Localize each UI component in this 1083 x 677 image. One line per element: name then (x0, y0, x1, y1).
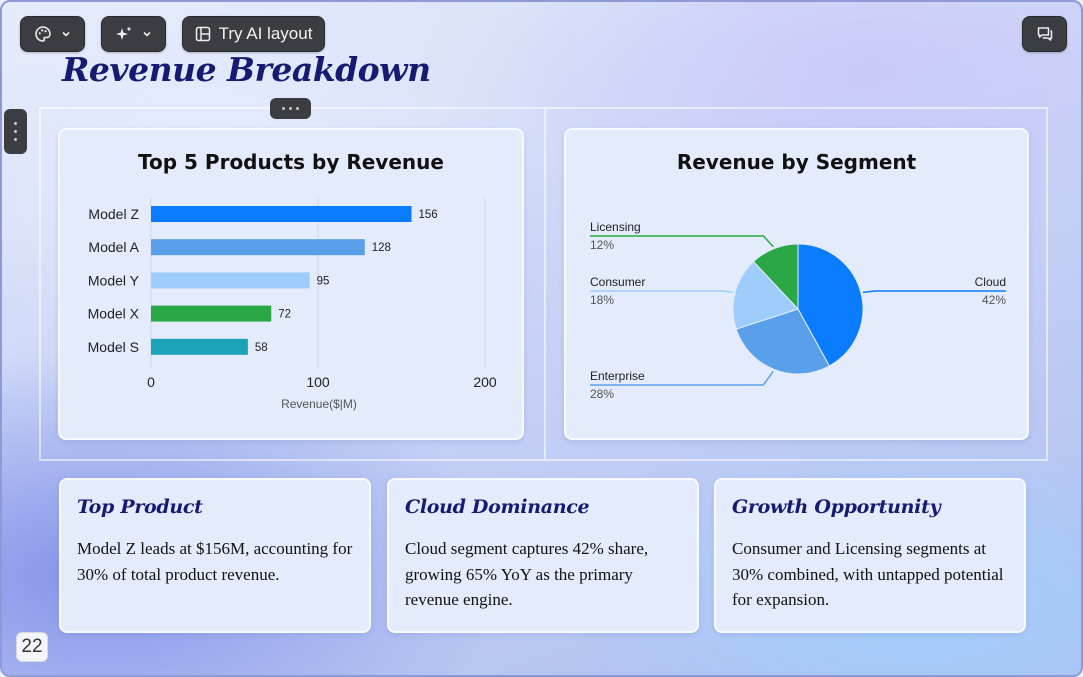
layout-icon (195, 26, 211, 42)
pie-slice (735, 308, 830, 375)
leader-line (862, 290, 1006, 294)
leader-line (590, 235, 774, 248)
comments-button[interactable] (1022, 16, 1067, 52)
pie-chart-title: Revenue by Segment (676, 150, 917, 174)
y-tick-label: Model X (88, 306, 140, 322)
chevron-down-icon (141, 28, 153, 40)
slice-label: Cloud (975, 275, 1006, 289)
column-divider (544, 109, 546, 459)
drag-handle-vertical[interactable] (4, 109, 27, 154)
leader-line (590, 290, 734, 294)
bar-chart-card: 0 100 200 Model Z 156 Model A 128 Model Y 95 Mode… (58, 128, 524, 440)
palette-icon (34, 25, 52, 43)
pie-chart: Cloud 42% Enterprise 28% Consumer 18% Licensin… (590, 220, 1006, 401)
y-tick-label: Model S (88, 339, 139, 355)
comments-icon (1036, 25, 1054, 43)
slice-label: Enterprise (590, 369, 645, 383)
bar (151, 239, 365, 256)
ai-enhance-menu-button[interactable] (101, 16, 166, 52)
y-tick-label: Model Y (88, 272, 140, 288)
chart-row-frame (39, 107, 1048, 461)
pie-chart-card: Cloud 42% Enterprise 28% Consumer 18% Licensin… (564, 128, 1029, 440)
theme-menu-button[interactable] (20, 16, 85, 52)
y-tick-label: Model Z (88, 206, 139, 222)
slice-label: Consumer (590, 275, 645, 289)
x-axis-label: Revenue($|M) (281, 397, 357, 411)
drag-handle-horizontal[interactable] (270, 98, 311, 119)
insight-text: Cloud segment captures 42% share, growin… (405, 539, 649, 609)
pie-slice (797, 243, 864, 367)
try-ai-layout-label: Try AI layout (218, 24, 313, 43)
bar-value-label: 58 (255, 342, 268, 354)
insight-title: Growth Opportunity (732, 496, 941, 518)
insight-title: Top Product (77, 496, 203, 518)
page-number-badge: 22 (16, 632, 48, 662)
page-title: Revenue Breakdown (62, 50, 431, 89)
bar (151, 272, 310, 289)
slice-percent: 18% (590, 293, 614, 307)
bar-value-label: 128 (372, 242, 391, 254)
x-tick-label: 0 (147, 374, 155, 390)
insight-title: Cloud Dominance (405, 496, 590, 518)
x-tick-label: 100 (306, 374, 330, 390)
pie-slice (732, 260, 799, 330)
slice-percent: 28% (590, 387, 614, 401)
bar (151, 305, 272, 322)
bar-value-label: 72 (278, 309, 291, 321)
chevron-down-icon (60, 28, 72, 40)
slice-percent: 42% (982, 293, 1006, 307)
slice-label: Licensing (590, 220, 641, 234)
bar-value-label: 156 (419, 209, 438, 221)
bar (151, 338, 248, 355)
insight-text: Model Z leads at $156M, accounting for 3… (77, 539, 353, 584)
insight-text: Consumer and Licensing segments at 30% c… (732, 539, 1004, 609)
slice-percent: 12% (590, 238, 614, 252)
x-tick-label: 200 (473, 374, 497, 390)
insight-card-growth-opportunity: Growth Opportunity Consumer and Licensin… (714, 478, 1026, 633)
bar-chart-title: Top 5 Products by Revenue (138, 150, 444, 174)
leader-line (590, 370, 774, 386)
sparkles-icon (115, 25, 133, 43)
bar-value-label: 95 (317, 275, 330, 287)
insight-card-cloud-dominance: Cloud Dominance Cloud segment captures 4… (387, 478, 699, 633)
bar (151, 206, 412, 222)
try-ai-layout-button[interactable]: Try AI layout (182, 16, 325, 52)
y-tick-label: Model A (88, 239, 139, 255)
pie-slice (752, 243, 799, 311)
insight-card-top-product: Top Product Model Z leads at $156M, acco… (59, 478, 371, 633)
bar-chart: 0 100 200 Model Z 156 Model A 128 Model Y 95 Mode… (88, 198, 497, 411)
